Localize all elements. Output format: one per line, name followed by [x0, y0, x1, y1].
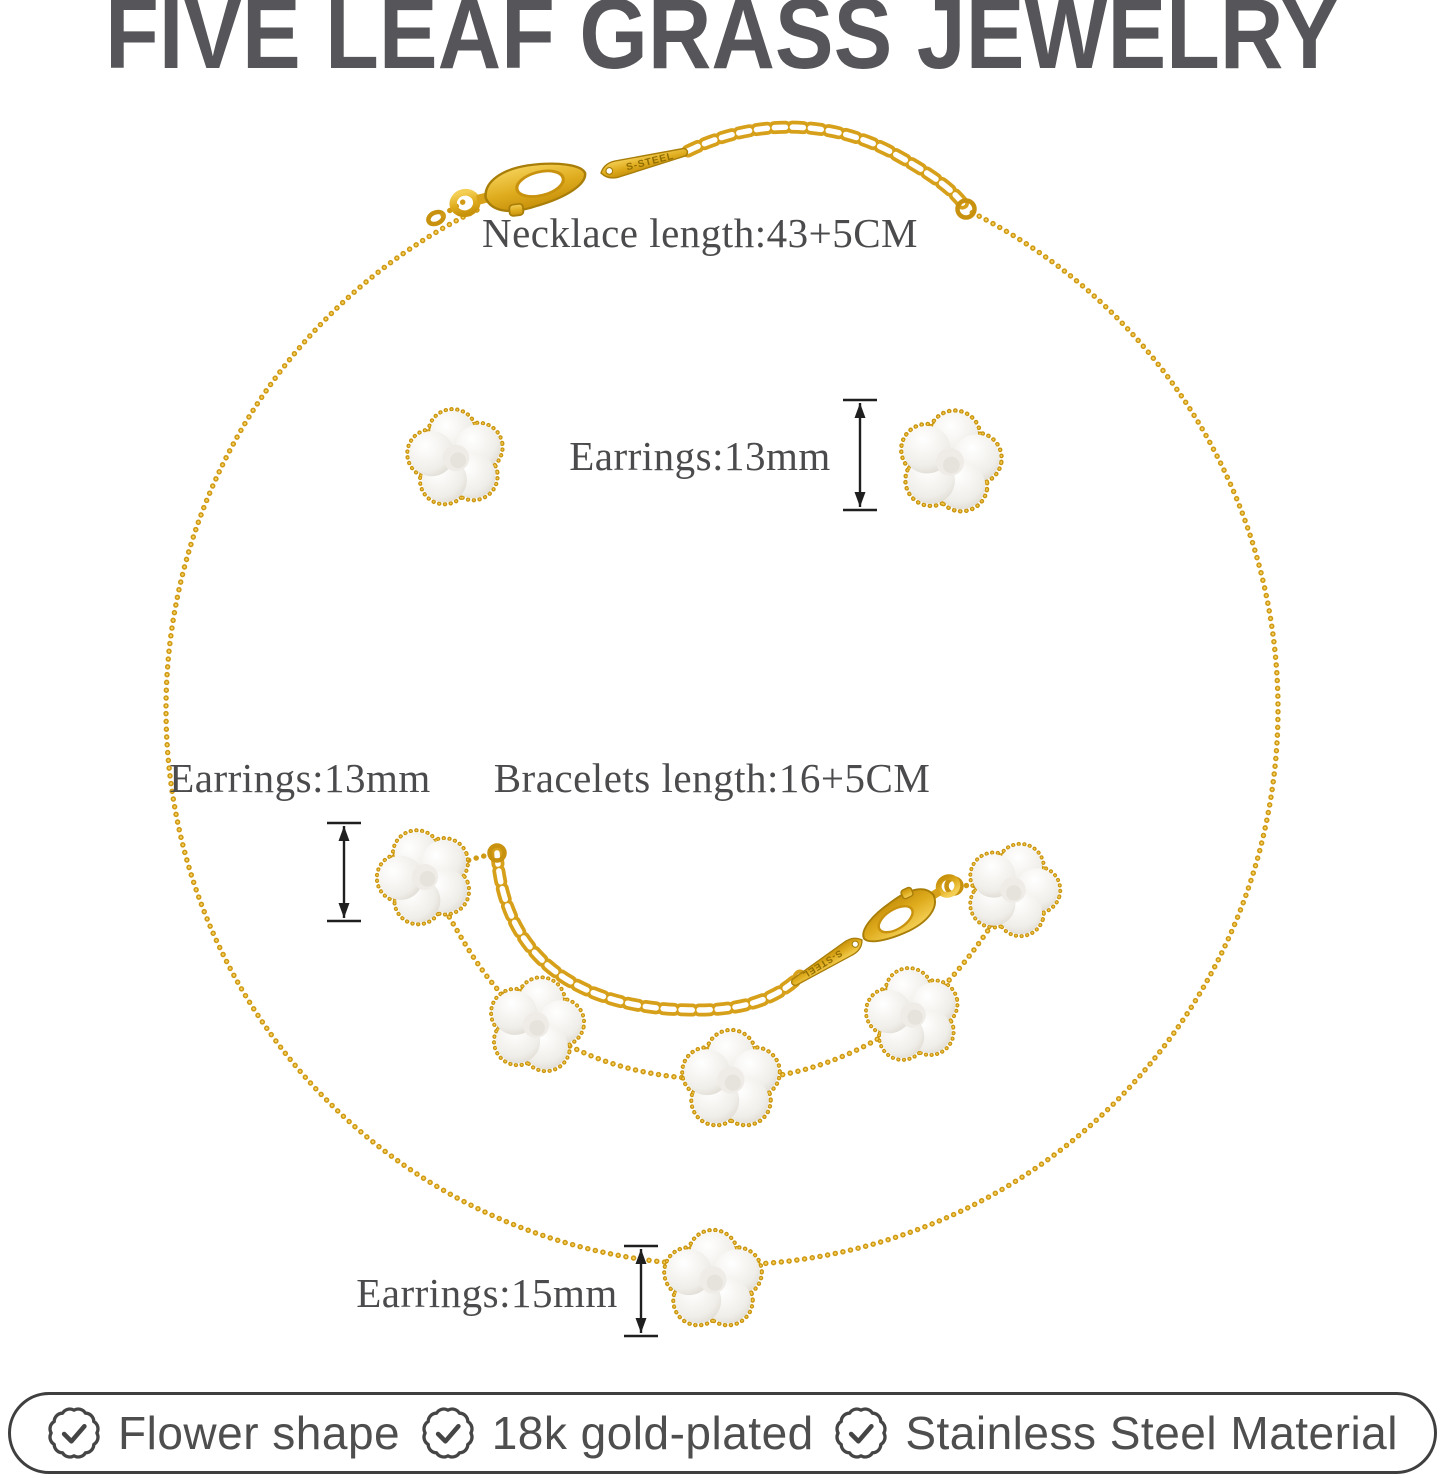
bracelet-extender-chain — [490, 846, 807, 1017]
pendant-flower — [664, 1230, 761, 1325]
measure-arrow-earrings-top — [843, 398, 877, 512]
seal-check-icon — [835, 1407, 887, 1459]
page-title: FIVE LEAF GRASS JEWELRY — [105, 0, 1340, 90]
bracelet-flower-4 — [860, 961, 966, 1065]
bracelet-clasp — [853, 863, 966, 953]
earring-left — [402, 403, 510, 509]
earring-right — [892, 402, 1009, 517]
measure-arrow-pendant — [624, 1244, 658, 1338]
measure-arrow-bracelet-flower — [327, 821, 361, 923]
feature-label: Stainless Steel Material — [905, 1407, 1398, 1459]
bracelet-clasp-tag — [787, 932, 867, 991]
feature-label: Flower shape — [118, 1407, 401, 1459]
seal-check-icon — [48, 1407, 100, 1459]
bracelet — [364, 816, 1071, 1125]
necklace — [163, 120, 1281, 1325]
bracelet-length-label: Bracelets length:16+5CM — [493, 755, 931, 801]
feature-gold-plated: 18k gold-plated — [421, 1406, 814, 1460]
earrings-size-label-side: Earrings:13mm — [169, 755, 431, 801]
feature-flower-shape: Flower shape — [47, 1406, 400, 1460]
pendant-size-label: Earrings:15mm — [356, 1270, 618, 1316]
necklace-extender-chain — [681, 120, 971, 212]
necklace-length-label: Necklace length:43+5CM — [481, 210, 919, 256]
seal-check-icon — [422, 1407, 474, 1459]
feature-stainless-steel: Stainless Steel Material — [834, 1406, 1398, 1460]
bracelet-flower-1 — [364, 816, 483, 934]
earrings-size-label-top: Earrings:13mm — [569, 433, 831, 479]
feature-label: 18k gold-plated — [491, 1407, 814, 1459]
features-bar: Flower shape 18k gold-plated Stainless S… — [8, 1392, 1437, 1474]
necklace-clasp-tag — [598, 142, 691, 182]
bracelet-flower-3 — [682, 1030, 779, 1125]
